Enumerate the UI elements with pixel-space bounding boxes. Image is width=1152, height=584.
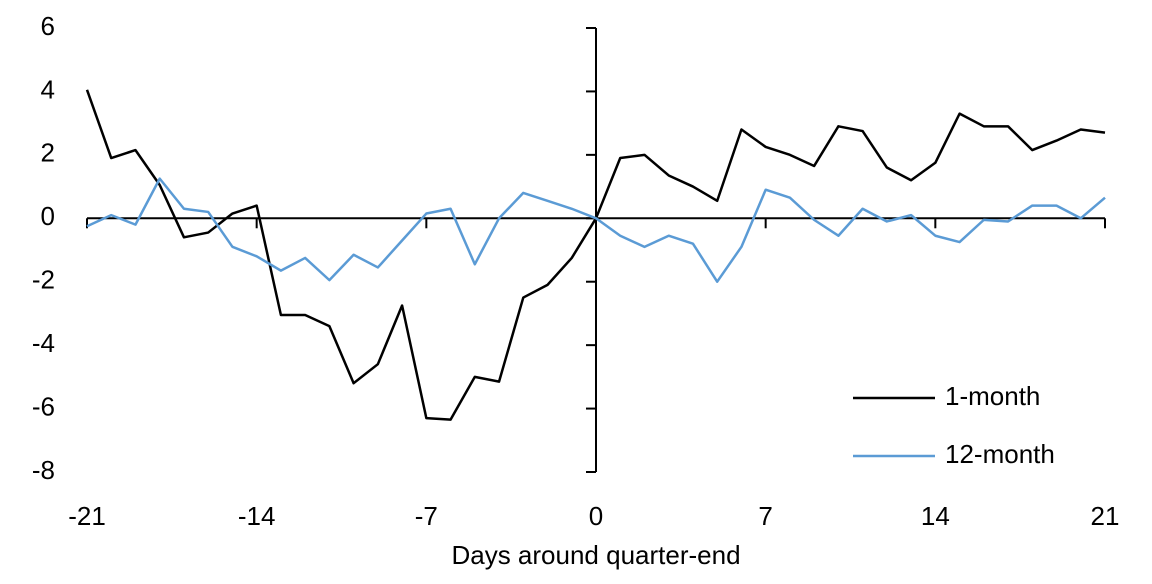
series-line (86, 177, 1106, 283)
y-tick-label: -2 (32, 265, 55, 295)
x-tick-label: -21 (68, 501, 106, 531)
y-tick-label: -6 (32, 391, 55, 421)
legend-label: 12-month (945, 439, 1055, 469)
y-tick-label: -8 (32, 455, 55, 485)
y-tick-label: 2 (41, 138, 55, 168)
x-tick-label: -14 (238, 501, 276, 531)
y-tick-label: -4 (32, 328, 55, 358)
y-tick-label: 6 (41, 11, 55, 41)
x-tick-label: 7 (758, 501, 772, 531)
x-tick-label: -7 (415, 501, 438, 531)
x-tick-label: 14 (921, 501, 950, 531)
x-axis-label: Days around quarter-end (451, 540, 740, 570)
x-tick-label: 0 (589, 501, 603, 531)
y-tick-label: 0 (41, 201, 55, 231)
y-tick-label: 4 (41, 74, 55, 104)
x-tick-label: 21 (1091, 501, 1120, 531)
legend-label: 1-month (945, 381, 1040, 411)
